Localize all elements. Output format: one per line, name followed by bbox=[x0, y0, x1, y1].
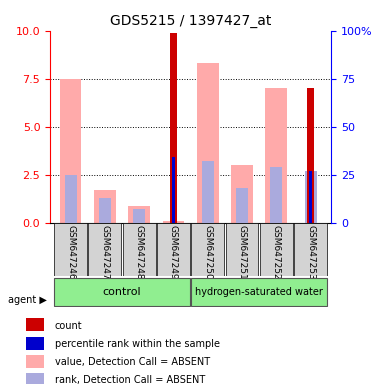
Text: GSM647253: GSM647253 bbox=[306, 225, 315, 280]
Bar bbox=[307, 88, 314, 223]
Bar bbox=[236, 188, 248, 223]
Bar bbox=[65, 175, 77, 223]
Title: GDS5215 / 1397427_at: GDS5215 / 1397427_at bbox=[110, 14, 271, 28]
Bar bbox=[128, 207, 150, 223]
FancyBboxPatch shape bbox=[294, 223, 327, 276]
Bar bbox=[266, 88, 287, 223]
FancyBboxPatch shape bbox=[54, 223, 87, 276]
Bar bbox=[202, 161, 214, 223]
FancyBboxPatch shape bbox=[89, 223, 121, 276]
Text: agent ▶: agent ▶ bbox=[8, 295, 47, 305]
Text: GSM647246: GSM647246 bbox=[66, 225, 75, 280]
Bar bbox=[133, 209, 145, 223]
Text: percentile rank within the sample: percentile rank within the sample bbox=[55, 339, 220, 349]
FancyBboxPatch shape bbox=[54, 278, 190, 306]
Text: GSM647247: GSM647247 bbox=[100, 225, 109, 280]
Bar bbox=[26, 318, 44, 331]
Text: GSM647249: GSM647249 bbox=[169, 225, 178, 280]
Bar bbox=[197, 63, 219, 223]
FancyBboxPatch shape bbox=[123, 223, 156, 276]
FancyBboxPatch shape bbox=[191, 223, 224, 276]
Text: GSM647248: GSM647248 bbox=[135, 225, 144, 280]
Bar bbox=[26, 336, 44, 350]
Bar bbox=[172, 157, 175, 223]
Text: control: control bbox=[103, 287, 141, 297]
Text: GSM647251: GSM647251 bbox=[238, 225, 246, 280]
Bar bbox=[60, 79, 81, 223]
Text: GSM647252: GSM647252 bbox=[272, 225, 281, 280]
FancyBboxPatch shape bbox=[260, 223, 293, 276]
Bar bbox=[309, 171, 312, 223]
Bar bbox=[162, 221, 184, 223]
Bar bbox=[305, 171, 316, 223]
Text: rank, Detection Call = ABSENT: rank, Detection Call = ABSENT bbox=[55, 375, 205, 384]
Bar bbox=[231, 165, 253, 223]
Text: value, Detection Call = ABSENT: value, Detection Call = ABSENT bbox=[55, 357, 210, 367]
FancyBboxPatch shape bbox=[226, 223, 258, 276]
Bar bbox=[26, 355, 44, 368]
Text: count: count bbox=[55, 321, 82, 331]
FancyBboxPatch shape bbox=[157, 223, 190, 276]
Bar bbox=[94, 190, 116, 223]
FancyBboxPatch shape bbox=[191, 278, 327, 306]
Bar bbox=[170, 33, 177, 223]
Bar bbox=[99, 198, 111, 223]
Bar bbox=[270, 167, 282, 223]
Text: hydrogen-saturated water: hydrogen-saturated water bbox=[195, 287, 323, 297]
Text: GSM647250: GSM647250 bbox=[203, 225, 212, 280]
Bar bbox=[26, 373, 44, 384]
